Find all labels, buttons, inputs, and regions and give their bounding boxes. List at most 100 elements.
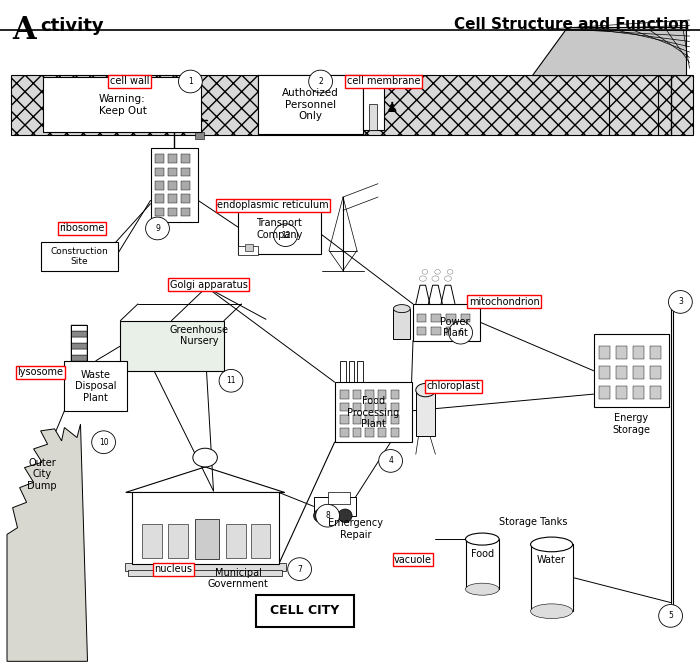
Bar bbox=[340, 428, 349, 437]
Circle shape bbox=[274, 224, 298, 246]
Bar bbox=[391, 415, 399, 424]
Bar bbox=[616, 386, 627, 399]
Ellipse shape bbox=[432, 276, 439, 281]
Ellipse shape bbox=[435, 269, 440, 274]
Text: 12: 12 bbox=[281, 230, 290, 240]
Bar bbox=[431, 314, 441, 322]
Bar bbox=[391, 403, 399, 411]
Bar bbox=[168, 168, 177, 176]
Bar bbox=[353, 403, 361, 411]
Text: Warning:
Keep Out: Warning: Keep Out bbox=[99, 94, 146, 116]
Text: Transport
Company: Transport Company bbox=[256, 218, 302, 240]
Bar bbox=[132, 492, 279, 564]
Bar bbox=[353, 415, 361, 424]
Text: 6: 6 bbox=[458, 328, 463, 337]
Bar bbox=[599, 366, 610, 379]
Circle shape bbox=[288, 558, 312, 580]
Text: 5: 5 bbox=[668, 611, 673, 621]
Circle shape bbox=[92, 431, 116, 454]
Bar bbox=[71, 325, 87, 361]
Bar bbox=[416, 327, 426, 335]
Bar bbox=[155, 194, 164, 203]
Text: lysosome: lysosome bbox=[18, 367, 64, 377]
Text: ctivity: ctivity bbox=[41, 17, 104, 35]
Text: 2: 2 bbox=[318, 77, 323, 86]
Text: vacuole: vacuole bbox=[394, 555, 432, 564]
Bar bbox=[461, 327, 470, 335]
Text: 11: 11 bbox=[226, 376, 236, 385]
Polygon shape bbox=[7, 424, 88, 661]
Bar bbox=[393, 309, 410, 339]
Bar bbox=[71, 343, 87, 349]
Bar bbox=[314, 497, 356, 516]
Text: Waste
Disposal
Plant: Waste Disposal Plant bbox=[75, 369, 117, 403]
Bar bbox=[466, 539, 499, 589]
Text: Greenhouse
Nursery: Greenhouse Nursery bbox=[170, 325, 229, 346]
Text: endoplasmic reticulum: endoplasmic reticulum bbox=[217, 200, 329, 210]
Bar bbox=[168, 524, 188, 558]
Text: Municipal
Government: Municipal Government bbox=[208, 568, 268, 589]
Bar bbox=[446, 314, 456, 322]
Bar bbox=[120, 321, 224, 371]
Ellipse shape bbox=[422, 269, 428, 274]
Circle shape bbox=[316, 504, 340, 527]
Text: 8: 8 bbox=[326, 511, 330, 520]
Ellipse shape bbox=[419, 276, 426, 281]
Bar bbox=[71, 337, 87, 343]
Text: Construction
Site: Construction Site bbox=[50, 246, 108, 267]
Bar bbox=[378, 415, 386, 424]
Bar bbox=[616, 366, 627, 379]
Text: Cell Structure and Function: Cell Structure and Function bbox=[454, 17, 690, 31]
Bar bbox=[195, 519, 219, 559]
Bar bbox=[340, 403, 349, 411]
Bar bbox=[43, 77, 201, 132]
Bar bbox=[599, 386, 610, 399]
Text: CELL CITY: CELL CITY bbox=[270, 604, 339, 617]
Text: Emergency
Repair: Emergency Repair bbox=[328, 518, 383, 540]
Ellipse shape bbox=[193, 448, 217, 467]
Bar bbox=[71, 355, 87, 361]
Text: Water: Water bbox=[537, 555, 566, 564]
Bar bbox=[349, 361, 354, 382]
Ellipse shape bbox=[444, 276, 452, 281]
Bar bbox=[328, 492, 350, 504]
Text: cell membrane: cell membrane bbox=[347, 77, 420, 86]
Bar bbox=[633, 366, 644, 379]
Bar bbox=[181, 154, 190, 163]
Text: 4: 4 bbox=[389, 456, 393, 466]
Bar bbox=[353, 428, 361, 437]
Bar bbox=[181, 181, 190, 190]
Circle shape bbox=[449, 321, 472, 344]
Bar bbox=[365, 390, 374, 399]
Bar bbox=[391, 428, 399, 437]
Text: Storage Tanks: Storage Tanks bbox=[499, 518, 568, 527]
Bar bbox=[378, 390, 386, 399]
Bar bbox=[531, 544, 573, 611]
Bar bbox=[155, 181, 164, 190]
Text: mitochondrion: mitochondrion bbox=[468, 297, 540, 307]
Text: 3: 3 bbox=[678, 297, 682, 307]
Bar bbox=[168, 154, 177, 163]
Bar bbox=[168, 181, 177, 190]
Bar bbox=[446, 327, 456, 335]
Bar bbox=[357, 361, 363, 382]
Ellipse shape bbox=[447, 269, 453, 274]
Bar bbox=[41, 242, 118, 271]
Bar bbox=[64, 361, 127, 411]
Bar bbox=[365, 428, 374, 437]
Bar bbox=[181, 168, 190, 176]
Text: ♟: ♟ bbox=[386, 102, 398, 115]
Text: ribosome: ribosome bbox=[60, 224, 104, 233]
Bar bbox=[461, 314, 470, 322]
Bar bbox=[181, 208, 190, 216]
Bar bbox=[181, 194, 190, 203]
Polygon shape bbox=[532, 27, 686, 75]
Bar bbox=[71, 349, 87, 355]
Circle shape bbox=[338, 509, 352, 522]
Text: Golgi apparatus: Golgi apparatus bbox=[169, 280, 248, 289]
Ellipse shape bbox=[531, 604, 573, 619]
Bar bbox=[155, 208, 164, 216]
Bar bbox=[650, 346, 661, 359]
Ellipse shape bbox=[531, 537, 573, 552]
Bar bbox=[633, 386, 644, 399]
